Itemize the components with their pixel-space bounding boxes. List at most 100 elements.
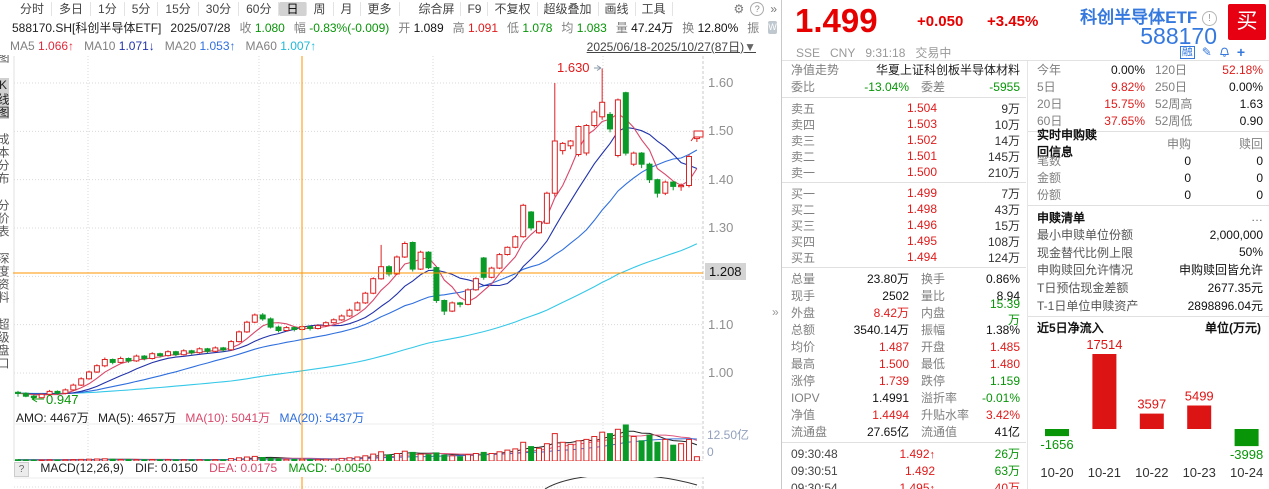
- ma-MA60: MA60 1.007↑: [245, 39, 317, 53]
- ma-MA10: MA10 1.071↓: [84, 39, 155, 53]
- menu-综合屏[interactable]: 综合屏: [412, 2, 462, 16]
- sidebar-item-分价表[interactable]: 分价表: [0, 199, 10, 238]
- low-price-marker: 0.947: [46, 392, 79, 407]
- underlying-index-name[interactable]: 华夏上证科创板半导体材料: [875, 63, 1020, 77]
- ytick-1.40: 1.40: [708, 171, 734, 187]
- edit-icon[interactable]: ✎: [1201, 45, 1212, 59]
- order-book-column: 净值走势 华夏上证科创板半导体材料 委比 -13.04% 委差 -5955 卖五…: [782, 61, 1026, 489]
- panel-collapse-handle[interactable]: »: [772, 305, 779, 319]
- info-振: 振: [747, 21, 760, 35]
- ask-level-1[interactable]: 卖五 1.504 9万: [791, 101, 1020, 116]
- sidebar-item-分时图[interactable]: 分时图: [0, 55, 10, 64]
- gear-icon[interactable]: ⚙: [733, 2, 745, 16]
- trading-status: 交易中: [915, 46, 952, 60]
- ohlc-info-segments: 收 1.080 幅 -0.83%(-0.009) 开 1.089 高 1.091 低 1…: [239, 19, 768, 36]
- bid-level-4[interactable]: 买四 1.495 108万: [791, 234, 1020, 249]
- weibi-row: 委比 -13.04% 委差 -5955: [791, 79, 1020, 95]
- menu-F9[interactable]: F9: [461, 2, 489, 16]
- ytick-1.00: 1.00: [708, 364, 734, 380]
- tick-row-09:30:48[interactable]: 09:30:48 1.492↑ 26万: [791, 446, 1020, 462]
- tick-row-09:30:51[interactable]: 09:30:51 1.492 63万: [791, 463, 1020, 479]
- info-高: 高 1.091: [452, 21, 499, 35]
- help-icon[interactable]: ?: [750, 2, 765, 16]
- more-icon[interactable]: …: [1251, 210, 1263, 224]
- stat-row-净值: 净值 1.4494 升贴水率 3.42%: [791, 407, 1020, 423]
- ytick-1.50: 1.50: [708, 123, 734, 139]
- tab-15分[interactable]: 15分: [158, 2, 199, 16]
- bid-level-5[interactable]: 买五 1.494 124万: [791, 250, 1020, 265]
- info-icon[interactable]: !: [1202, 11, 1217, 26]
- list-row-T日预估现金差额: T日预估现金差额 2677.35元: [1037, 281, 1263, 296]
- last-price: 1.499: [795, 2, 878, 39]
- tab-周[interactable]: 周: [307, 2, 334, 16]
- tab-月[interactable]: 月: [334, 2, 361, 16]
- macd-value: MACD: -0.0050: [288, 461, 372, 475]
- exchange-status-line: SSE CNY 9:31:18 交易中: [796, 44, 961, 61]
- tab-1分[interactable]: 1分: [91, 2, 125, 16]
- tab-5分[interactable]: 5分: [125, 2, 159, 16]
- buy-button[interactable]: 买: [1228, 4, 1266, 40]
- svg-text:10-23: 10-23: [1183, 465, 1216, 480]
- sidebar-item-K线图[interactable]: K线图: [0, 78, 10, 119]
- flow-bar-10-24: [1234, 429, 1259, 447]
- symbol-label[interactable]: 588170.SH[科创半导体ETF]: [12, 21, 162, 35]
- nav-label: 净值走势: [791, 63, 840, 77]
- security-name[interactable]: 科创半导体ETF !: [1080, 3, 1217, 28]
- sidebar-item-超级盘口[interactable]: 超级盘口: [0, 318, 10, 370]
- ask-level-4[interactable]: 卖二 1.501 145万: [791, 149, 1020, 164]
- margin-flag[interactable]: 融: [1179, 45, 1195, 59]
- svg-text:10-21: 10-21: [1088, 465, 1121, 480]
- ytick-1.10: 1.10: [708, 316, 734, 332]
- expand-menu-icon[interactable]: »: [770, 2, 777, 16]
- perf-row-20日: 20日 15.75% 52周高 1.63: [1037, 96, 1263, 112]
- ask-level-2[interactable]: 卖四 1.503 10万: [791, 117, 1020, 132]
- svg-text:-3998: -3998: [1230, 447, 1263, 462]
- tab-60分[interactable]: 60分: [239, 2, 280, 16]
- tab-日[interactable]: 日: [279, 2, 307, 16]
- flow-bar-10-23: [1187, 405, 1212, 429]
- period-toolbar: 分时 多日 1分 5分 15分 30分 60分日周月更多 综合屏 F9 不复权 超级叠加 画线 工具 …: [13, 0, 780, 19]
- menu-超级叠加[interactable]: 超级叠加: [538, 2, 599, 16]
- tab-多日[interactable]: 多日: [52, 2, 92, 16]
- ask-level-3[interactable]: 卖三 1.502 14万: [791, 133, 1020, 148]
- sidebar-item-成本分布[interactable]: 成本分布: [0, 133, 10, 185]
- ma-values: MA5 1.066↑ MA10 1.071↓ MA20 1.053↑ MA60 1.0…: [10, 39, 326, 53]
- kline-info-bar: 588170.SH[科创半导体ETF] 2025/07/28 收 1.080 幅 …: [12, 18, 780, 37]
- macd-legend-bar: ? MACD(12,26,9) DIF: 0.0150 DEA: 0.0175 …: [14, 461, 780, 477]
- date-range-selector[interactable]: 2025/06/18-2025/10/27(87日)▼: [586, 39, 756, 54]
- ask-level-5[interactable]: 卖一 1.500 210万: [791, 165, 1020, 180]
- bid-level-2[interactable]: 买二 1.498 43万: [791, 202, 1020, 217]
- amo-ma5: MA(5): 4657万: [98, 411, 177, 425]
- tab-30分[interactable]: 30分: [199, 2, 240, 16]
- realtime-row-金额: 金额 0 0: [1037, 170, 1263, 186]
- list-row-T-1日单位申赎资产: T-1日单位申赎资产 2898896.04元: [1037, 298, 1263, 313]
- tab-更多[interactable]: 更多: [361, 2, 400, 16]
- menu-画线[interactable]: 画线: [599, 2, 636, 16]
- macd-help-icon[interactable]: ?: [14, 462, 29, 477]
- svg-text:10-24: 10-24: [1230, 465, 1263, 480]
- sidebar-item-深度资料[interactable]: 深度资料: [0, 252, 10, 304]
- bid-level-3[interactable]: 买三 1.496 15万: [791, 218, 1020, 233]
- bell-icon[interactable]: [1219, 47, 1230, 58]
- volume-legend-bar: AMO: 4467万 MA(5): 4657万 MA(10): 5041万 MA…: [16, 409, 370, 426]
- tab-分时[interactable]: 分时: [13, 2, 53, 16]
- flows-section-header: 近5日净流入 单位(万元): [1037, 321, 1261, 336]
- flow-bar-10-20: [1045, 429, 1069, 437]
- ma-legend-bar: MA5 1.066↑ MA10 1.071↓ MA20 1.053↑ MA60 1.0…: [10, 37, 780, 55]
- svg-text:10-20: 10-20: [1040, 465, 1073, 480]
- stat-row-IOPV: IOPV 1.4991 溢折率 -0.01%: [791, 390, 1020, 406]
- wp-export-icon[interactable]: W: [768, 21, 777, 34]
- nav-row[interactable]: 净值走势 华夏上证科创板半导体材料: [782, 61, 1026, 78]
- tick-row-09:30:54[interactable]: 09:30:54 1.495↑ 40万: [791, 480, 1020, 489]
- menu-工具[interactable]: 工具: [636, 2, 673, 16]
- menu-不复权[interactable]: 不复权: [488, 2, 538, 16]
- add-icon[interactable]: +: [1236, 44, 1245, 60]
- bid-level-1[interactable]: 买一 1.499 7万: [791, 186, 1020, 201]
- perf-row-60日: 60日 37.65% 52周低 0.90: [1037, 113, 1263, 129]
- tick-list: 09:30:48 1.492↑ 26万 09:30:51 1.492 63万 09:30:5…: [782, 445, 1026, 489]
- info-开: 开 1.089: [398, 21, 444, 35]
- list-section-header: 申赎清单 …: [1037, 210, 1263, 225]
- list-row-申购赎回允许情况: 申购赎回允许情况 申购赎回皆允许: [1037, 263, 1263, 278]
- macd-title: MACD(12,26,9): [40, 461, 124, 475]
